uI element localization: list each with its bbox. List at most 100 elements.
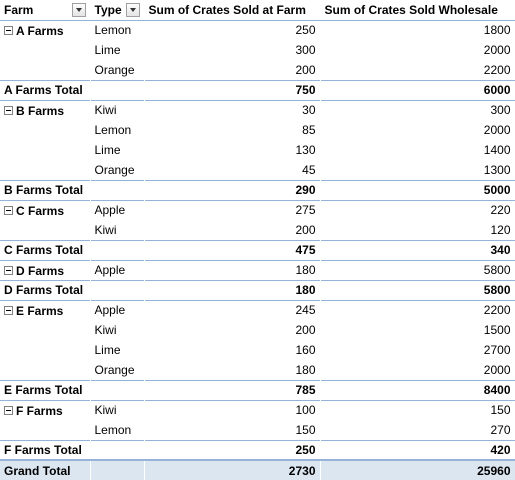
sold-at-farm-cell[interactable]: 85 [144,120,321,140]
type-cell[interactable]: Orange [90,160,145,180]
table-row[interactable]: E Farms Apple 245 2200 [0,299,515,320]
sold-wholesale-cell[interactable]: 2000 [320,360,515,380]
farm-cell[interactable]: F Farms [0,399,91,420]
subtotal-row[interactable]: B Farms Total 290 5000 [0,179,515,200]
farm-header[interactable]: Farm [0,0,91,21]
sold-wholesale-cell[interactable]: 1300 [320,160,515,180]
table-row[interactable]: Lemon 150 270 [0,420,515,440]
type-cell[interactable]: Lemon [90,120,145,140]
subtotal-sold-wholesale[interactable]: 5800 [320,279,515,300]
sold-at-farm-cell[interactable]: 180 [144,259,321,280]
sold-at-farm-cell[interactable]: 245 [144,299,321,320]
subtotal-row[interactable]: E Farms Total 785 8400 [0,379,515,400]
collapse-minus-icon[interactable] [4,206,13,216]
table-row[interactable]: Lemon 85 2000 [0,120,515,140]
sold-wholesale-cell[interactable]: 2200 [320,60,515,80]
collapse-minus-icon[interactable] [4,406,13,416]
subtotal-sold-wholesale[interactable]: 420 [320,439,515,460]
type-cell[interactable]: Lemon [90,420,145,440]
subtotal-sold-at-farm[interactable]: 475 [144,239,321,260]
type-cell[interactable]: Apple [90,299,145,320]
sold-at-farm-cell[interactable]: 30 [144,99,321,120]
subtotal-row[interactable]: A Farms Total 750 6000 [0,79,515,100]
sold-wholesale-cell[interactable]: 1800 [320,19,515,40]
subtotal-sold-wholesale[interactable]: 340 [320,239,515,260]
table-row[interactable]: Kiwi 200 1500 [0,320,515,340]
sold-wholesale-cell[interactable]: 150 [320,399,515,420]
sold-at-farm-cell[interactable]: 45 [144,160,321,180]
table-row[interactable]: Orange 180 2000 [0,360,515,380]
table-row[interactable]: D Farms Apple 180 5800 [0,259,515,280]
type-cell[interactable]: Apple [90,199,145,220]
sold-wholesale-cell[interactable]: 220 [320,199,515,220]
farm-cell[interactable]: E Farms [0,299,91,320]
type-cell[interactable]: Kiwi [90,320,145,340]
collapse-minus-icon[interactable] [4,26,13,36]
type-cell[interactable]: Kiwi [90,220,145,240]
sold-at-farm-cell[interactable]: 200 [144,220,321,240]
table-row[interactable]: Lime 300 2000 [0,40,515,60]
subtotal-sold-wholesale[interactable]: 8400 [320,379,515,400]
subtotal-sold-wholesale[interactable]: 6000 [320,79,515,100]
table-row[interactable]: Lime 160 2700 [0,340,515,360]
sold-at-farm-cell[interactable]: 150 [144,420,321,440]
subtotal-sold-at-farm[interactable]: 750 [144,79,321,100]
farm-cell[interactable]: C Farms [0,199,91,220]
sold-at-farm-cell[interactable]: 160 [144,340,321,360]
collapse-minus-icon[interactable] [4,306,13,316]
subtotal-sold-wholesale[interactable]: 5000 [320,179,515,200]
sold-wholesale-cell[interactable]: 120 [320,220,515,240]
farm-cell[interactable]: D Farms [0,259,91,280]
sold-at-farm-cell[interactable]: 100 [144,399,321,420]
type-cell[interactable]: Lemon [90,19,145,40]
farm-cell[interactable]: A Farms [0,19,91,40]
subtotal-row[interactable]: C Farms Total 475 340 [0,239,515,260]
collapse-minus-icon[interactable] [4,106,13,116]
type-cell[interactable]: Orange [90,360,145,380]
grand-total-sold-wholesale[interactable]: 25960 [320,459,515,480]
table-row[interactable]: A Farms Lemon 250 1800 [0,19,515,40]
sold-at-farm-cell[interactable]: 250 [144,19,321,40]
farm-filter-dropdown-icon[interactable] [71,2,86,17]
subtotal-sold-at-farm[interactable]: 250 [144,439,321,460]
sold-at-farm-cell[interactable]: 200 [144,60,321,80]
grand-total-row[interactable]: Grand Total 2730 25960 [0,459,515,480]
sold-at-farm-cell[interactable]: 180 [144,360,321,380]
subtotal-sold-at-farm[interactable]: 785 [144,379,321,400]
type-cell[interactable]: Kiwi [90,99,145,120]
table-row[interactable]: B Farms Kiwi 30 300 [0,99,515,120]
table-row[interactable]: F Farms Kiwi 100 150 [0,399,515,420]
sold-at-farm-cell[interactable]: 300 [144,40,321,60]
sold-wholesale-cell[interactable]: 5800 [320,259,515,280]
sold-at-farm-cell[interactable]: 275 [144,199,321,220]
sold-wholesale-cell[interactable]: 270 [320,420,515,440]
table-row[interactable]: Orange 45 1300 [0,160,515,180]
sold-wholesale-cell[interactable]: 2700 [320,340,515,360]
table-row[interactable]: C Farms Apple 275 220 [0,199,515,220]
type-filter-dropdown-icon[interactable] [125,2,140,17]
sold-at-farm-cell[interactable]: 130 [144,140,321,160]
sold-wholesale-cell[interactable]: 1500 [320,320,515,340]
type-header[interactable]: Type [90,0,145,21]
subtotal-sold-at-farm[interactable]: 290 [144,179,321,200]
sold-wholesale-cell[interactable]: 300 [320,99,515,120]
subtotal-row[interactable]: D Farms Total 180 5800 [0,279,515,300]
sold-wholesale-cell[interactable]: 2200 [320,299,515,320]
farm-cell[interactable]: B Farms [0,99,91,120]
type-cell[interactable]: Apple [90,259,145,280]
sold-at-farm-cell[interactable]: 200 [144,320,321,340]
sold-wholesale-cell[interactable]: 1400 [320,140,515,160]
subtotal-sold-at-farm[interactable]: 180 [144,279,321,300]
type-cell[interactable]: Lime [90,340,145,360]
sold-at-farm-header[interactable]: Sum of Crates Sold at Farm [144,0,321,21]
type-cell[interactable]: Orange [90,60,145,80]
sold-wholesale-cell[interactable]: 2000 [320,120,515,140]
type-cell[interactable]: Kiwi [90,399,145,420]
subtotal-row[interactable]: F Farms Total 250 420 [0,439,515,460]
grand-total-sold-at-farm[interactable]: 2730 [144,459,321,480]
type-cell[interactable]: Lime [90,40,145,60]
sold-wholesale-header[interactable]: Sum of Crates Sold Wholesale [320,0,515,21]
type-cell[interactable]: Lime [90,140,145,160]
table-row[interactable]: Kiwi 200 120 [0,220,515,240]
table-row[interactable]: Orange 200 2200 [0,60,515,80]
